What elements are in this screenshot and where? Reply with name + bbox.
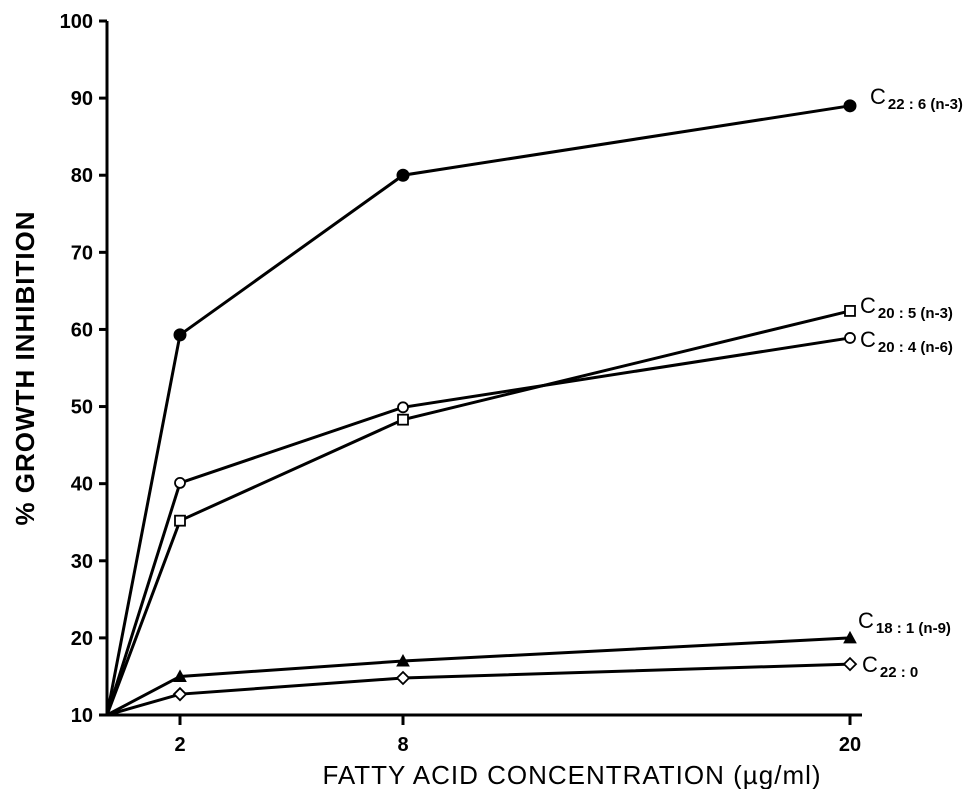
series-label: C 18 : 1 (n-9) (858, 608, 951, 637)
data-point (395, 670, 411, 686)
x-tick-label: 2 (174, 734, 185, 756)
series-label-sub: 20 : 4 (n-6) (878, 339, 953, 356)
series-line (105, 104, 851, 716)
data-point (397, 401, 409, 414)
series-label-sub: 22 : 0 (880, 664, 918, 681)
x-axis-title: FATTY ACID CONCENTRATION (µg/ml) (322, 760, 821, 789)
y-tick-label: 60 (71, 319, 93, 341)
y-tick-label: 20 (71, 628, 93, 650)
series-line (106, 636, 851, 717)
data-point (173, 669, 187, 682)
series-4: C 18 : 1 (n-9) (106, 608, 951, 717)
series-3: C 20 : 4 (n-6) (105, 327, 953, 716)
series-1: C 22 : 6 (n-3) (105, 84, 963, 716)
x-tick-label: 20 (839, 734, 861, 756)
y-tick-label: 30 (71, 551, 93, 573)
y-axis-title: % GROWTH INHIBITION (10, 210, 40, 525)
data-point (396, 653, 410, 667)
y-ticks: 10 20 30 40 50 60 70 80 90 100 (60, 11, 107, 727)
series-label-main: C (858, 608, 874, 633)
y-tick-label: 40 (71, 474, 93, 496)
series-label-sub: 18 : 1 (n-9) (876, 620, 951, 637)
series-5: C 22 : 0 (106, 652, 918, 717)
data-point (844, 305, 856, 317)
series-label: C 22 : 0 (862, 652, 918, 681)
y-tick-label: 10 (71, 705, 93, 727)
series-line (105, 336, 851, 716)
series-group: C 22 : 6 (n-3)C 20 : 5 (n-3)C 20 : 4 (n-6)C… (105, 84, 963, 717)
data-point (843, 99, 857, 113)
series-label: C 20 : 4 (n-6) (860, 327, 953, 356)
series-line (105, 309, 851, 716)
data-point (174, 476, 186, 489)
series-label-main: C (860, 327, 876, 352)
series-2: C 20 : 5 (n-3) (105, 293, 953, 716)
series-label-main: C (870, 84, 886, 109)
x-tick-label: 8 (397, 734, 408, 756)
data-point (843, 630, 857, 644)
data-point (844, 332, 856, 344)
y-tick-label: 80 (71, 165, 93, 187)
series-label-sub: 20 : 5 (n-3) (878, 305, 953, 322)
data-point (842, 656, 858, 672)
data-point (173, 328, 187, 342)
series-label-main: C (862, 652, 878, 677)
axes (105, 21, 862, 717)
data-point (397, 413, 409, 426)
y-tick-label: 90 (71, 88, 93, 110)
series-line (106, 662, 851, 717)
data-point (172, 686, 188, 702)
data-point (396, 168, 410, 182)
series-label: C 22 : 6 (n-3) (870, 84, 963, 113)
y-tick-label: 50 (71, 397, 93, 419)
series-label: C 20 : 5 (n-3) (860, 293, 953, 322)
x-ticks: 2 8 20 (174, 715, 861, 756)
series-label-main: C (860, 293, 876, 318)
series-label-sub: 22 : 6 (n-3) (888, 96, 963, 113)
y-tick-label: 70 (71, 242, 93, 264)
y-tick-label: 100 (60, 11, 93, 33)
data-point (174, 514, 186, 527)
